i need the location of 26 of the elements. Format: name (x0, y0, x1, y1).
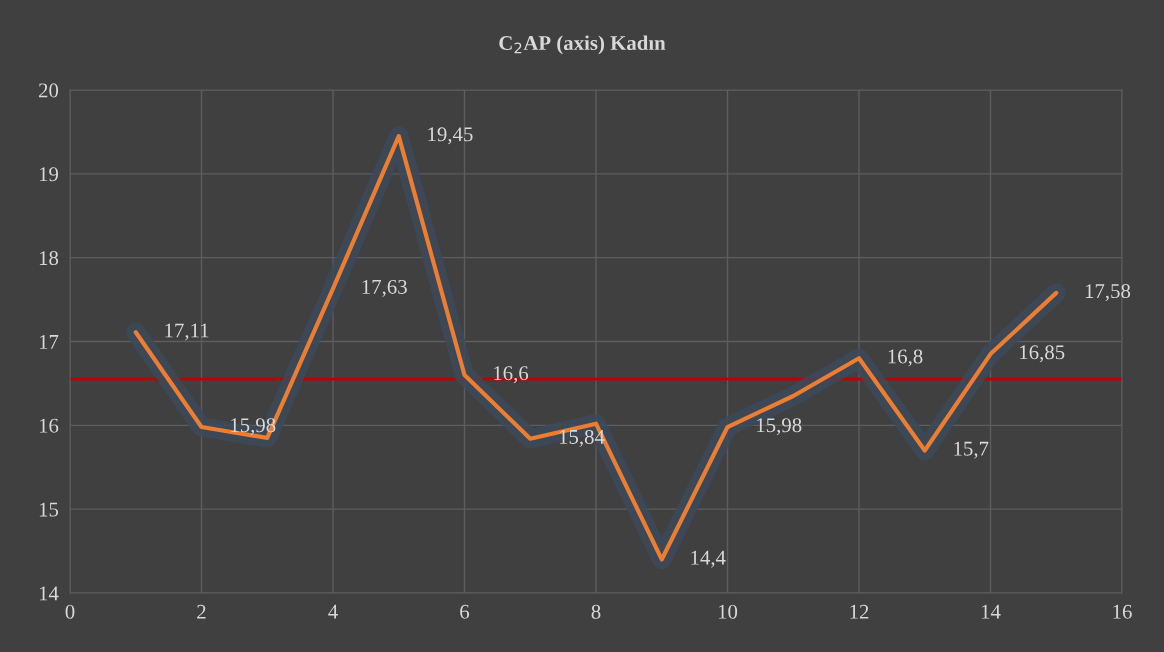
x-tick-label: 8 (591, 604, 601, 619)
x-tick-label: 4 (328, 604, 338, 619)
x-tick-label: 2 (197, 604, 206, 619)
data-label: 15,7 (954, 441, 989, 459)
data-label: 17,11 (165, 323, 209, 341)
data-label: 17,58 (1085, 284, 1131, 302)
y-tick-label: 19 (39, 167, 59, 182)
data-label: 17,63 (362, 279, 407, 297)
y-tick-label: 15 (39, 502, 59, 517)
data-label: 16,85 (1020, 345, 1065, 363)
x-tick-label: 14 (981, 604, 1001, 619)
data-label: 15,98 (757, 418, 802, 436)
x-tick-label: 6 (460, 604, 470, 619)
y-tick-label: 14 (39, 586, 59, 601)
y-tick-label: 17 (39, 334, 59, 349)
data-label: 16,8 (888, 349, 923, 367)
x-tick-label: 10 (718, 604, 738, 619)
x-tick-label: 16 (1113, 604, 1132, 619)
y-tick-label: 20 (38, 83, 59, 98)
x-tick-label: 12 (850, 604, 869, 619)
y-tick-label: 16 (39, 418, 59, 433)
data-label: 14,4 (691, 550, 726, 568)
x-tick-label: 0 (65, 604, 75, 619)
y-tick-label: 18 (39, 251, 59, 266)
data-label: 19,45 (428, 127, 473, 145)
chart-title: C$_{2}$AP (axis) Kadın (499, 35, 666, 55)
